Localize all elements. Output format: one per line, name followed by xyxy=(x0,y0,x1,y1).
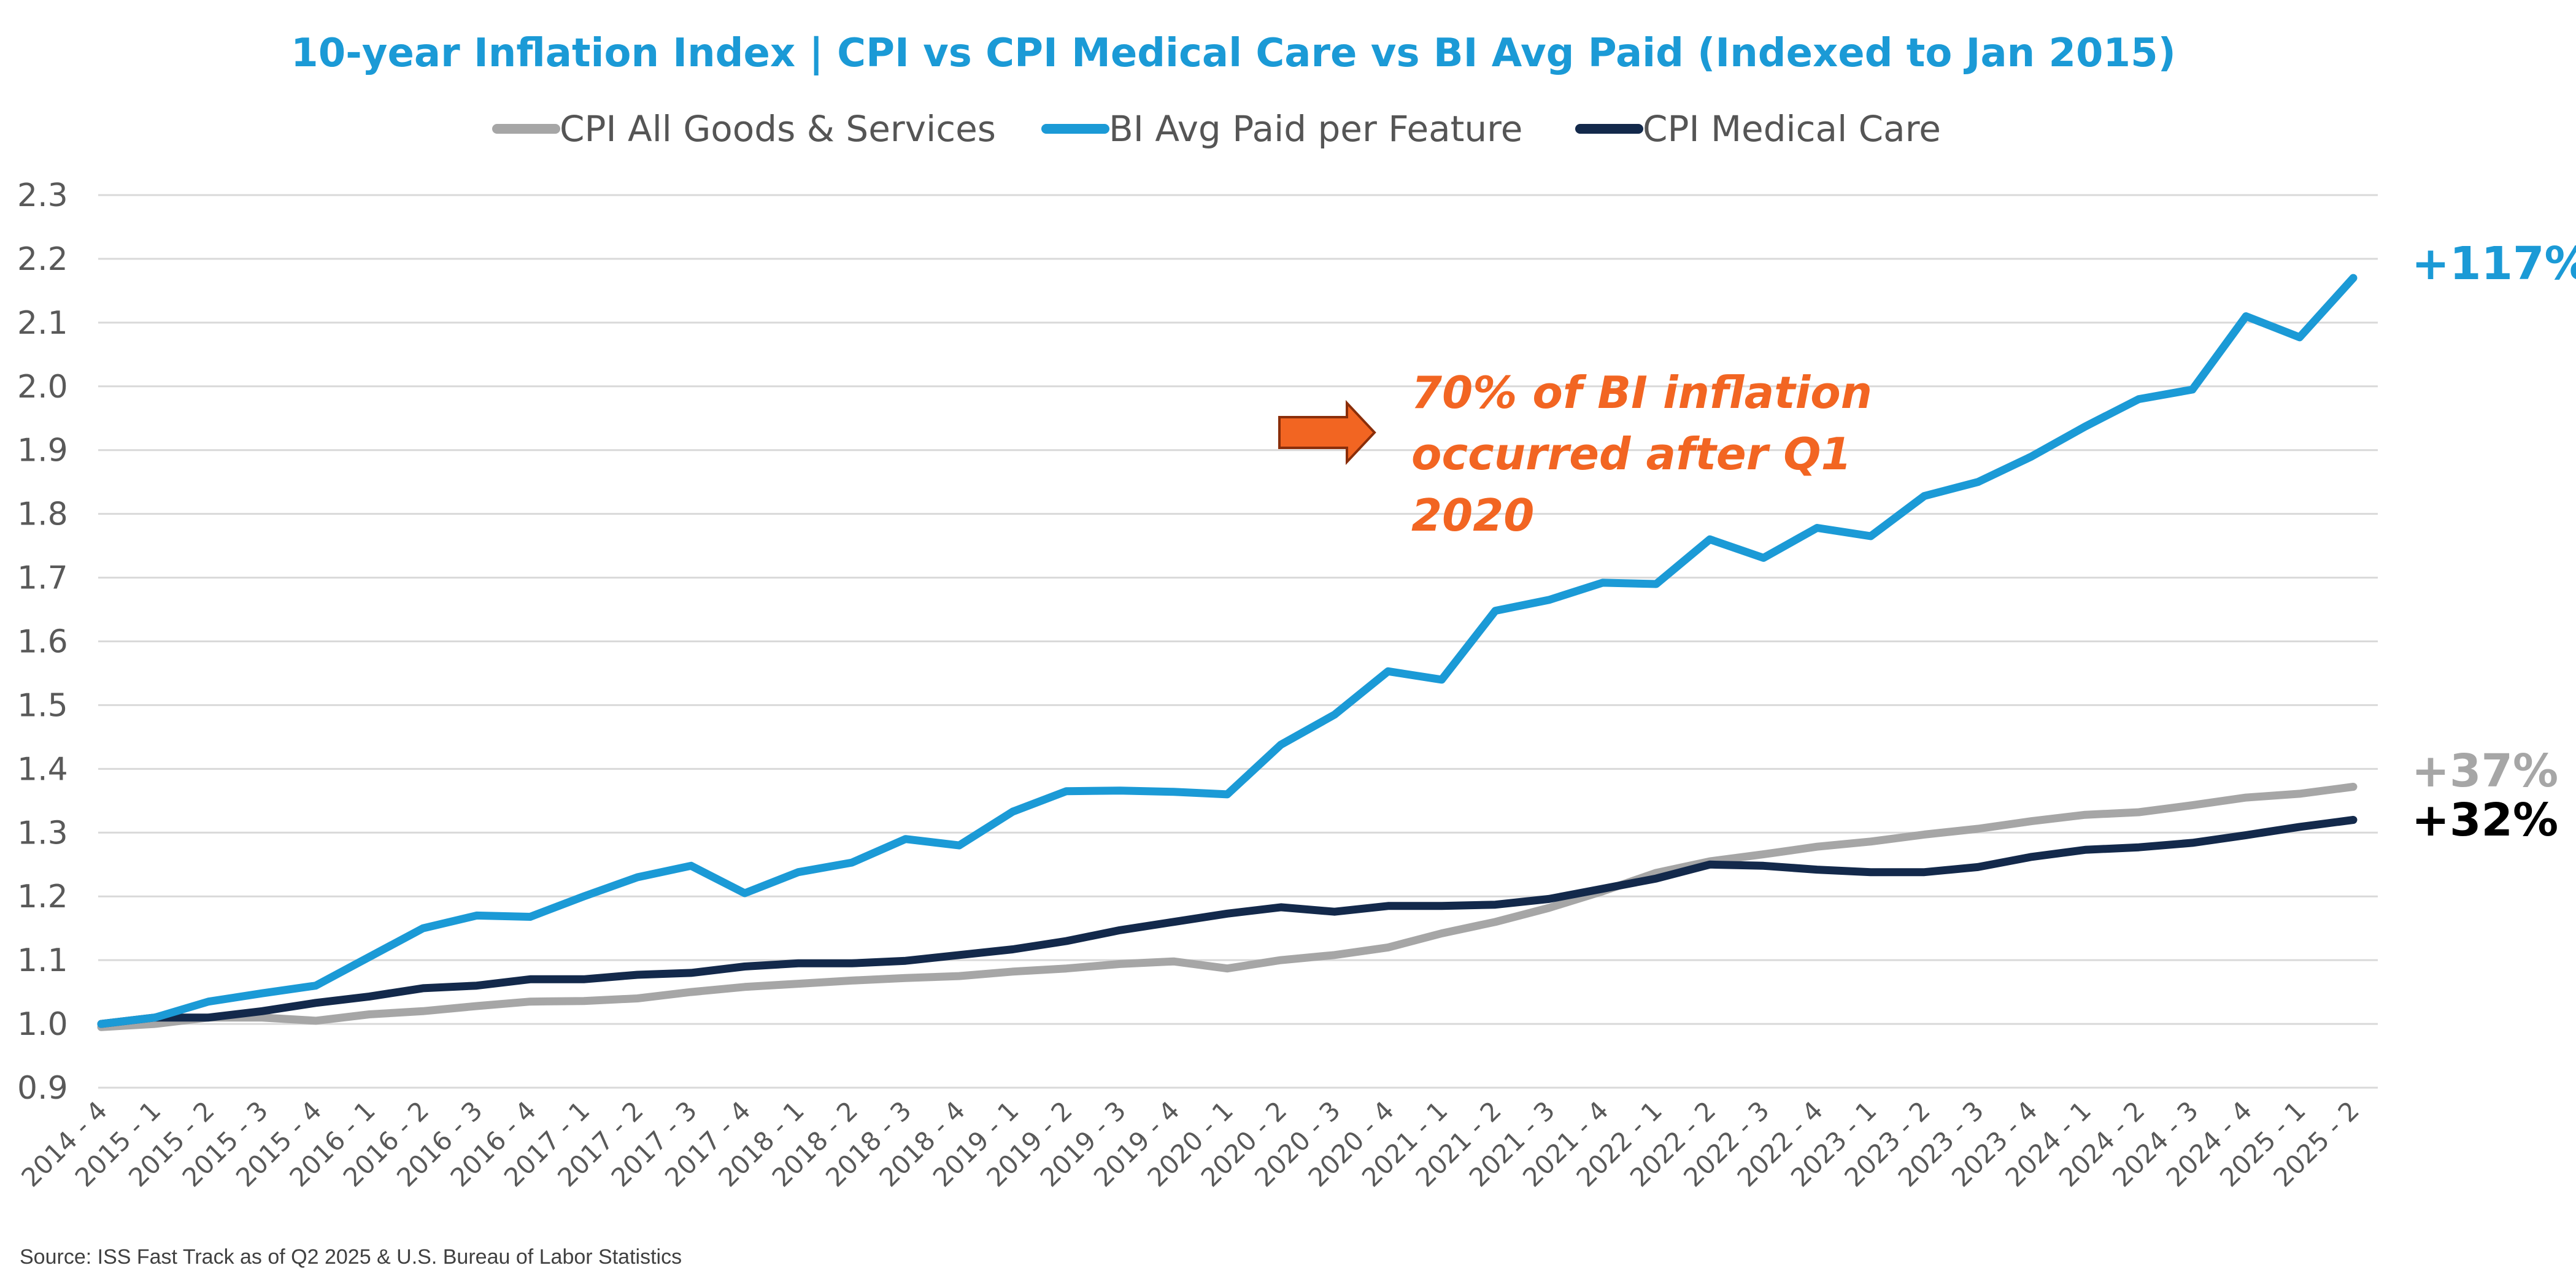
y-tick-label: 1.4 xyxy=(17,751,68,788)
y-tick-label: 1.7 xyxy=(17,560,68,597)
y-tick-label: 1.3 xyxy=(17,815,68,851)
y-tick-label: 1.1 xyxy=(17,942,68,979)
annotation-line-2: occurred after Q1 xyxy=(1411,428,1852,480)
legend-label-cpi-medical: CPI Medical Care xyxy=(1643,108,1941,150)
y-tick-label: 2.2 xyxy=(17,241,68,278)
chart-title: 10-year Inflation Index | CPI vs CPI Med… xyxy=(291,31,2176,76)
annotation: 70% of BI inflation occurred after Q1 20… xyxy=(1278,367,1872,541)
y-tick-label: 1.8 xyxy=(17,496,68,533)
legend: CPI All Goods & Services BI Avg Paid per… xyxy=(492,108,1941,150)
annotation-line-3: 2020 xyxy=(1411,490,1534,541)
y-tick-label: 1.5 xyxy=(17,687,68,724)
series-line-cpi-all xyxy=(97,783,2358,1031)
y-tick-label: 2.0 xyxy=(17,369,68,405)
y-tick-label: 1.2 xyxy=(17,878,68,915)
series-line-cpi-medical xyxy=(97,816,2358,1028)
y-tick-label: 1.6 xyxy=(17,624,68,661)
y-tick-label: 1.0 xyxy=(17,1006,68,1043)
series-line-bi-avg-paid xyxy=(97,274,2358,1028)
y-tick-label: 0.9 xyxy=(17,1070,68,1107)
source-note: Source: ISS Fast Track as of Q2 2025 & U… xyxy=(20,1245,682,1269)
end-label-cpi-medical: +32% xyxy=(2412,794,2558,847)
y-tick-label: 2.1 xyxy=(17,305,68,342)
legend-label-bi-avg-paid: BI Avg Paid per Feature xyxy=(1109,108,1522,150)
legend-label-cpi-all: CPI All Goods & Services xyxy=(560,108,996,150)
end-labels: +37% +117% +32% xyxy=(2412,237,2576,847)
end-label-cpi-all: +37% xyxy=(2412,745,2558,798)
series-lines xyxy=(97,274,2358,1031)
end-label-bi-avg-paid: +117% xyxy=(2412,237,2576,290)
gridlines xyxy=(98,194,2378,1089)
annotation-line-1: 70% of BI inflation xyxy=(1411,367,1872,418)
arrow-right-icon xyxy=(1278,399,1376,466)
y-axis-ticks: 0.9 1.0 1.1 1.2 1.3 1.4 1.5 1.6 1.7 1.8 1.9 2.0 2.1 2… xyxy=(17,177,68,1107)
y-tick-label: 2.3 xyxy=(17,177,68,214)
y-tick-label: 1.9 xyxy=(17,432,68,469)
